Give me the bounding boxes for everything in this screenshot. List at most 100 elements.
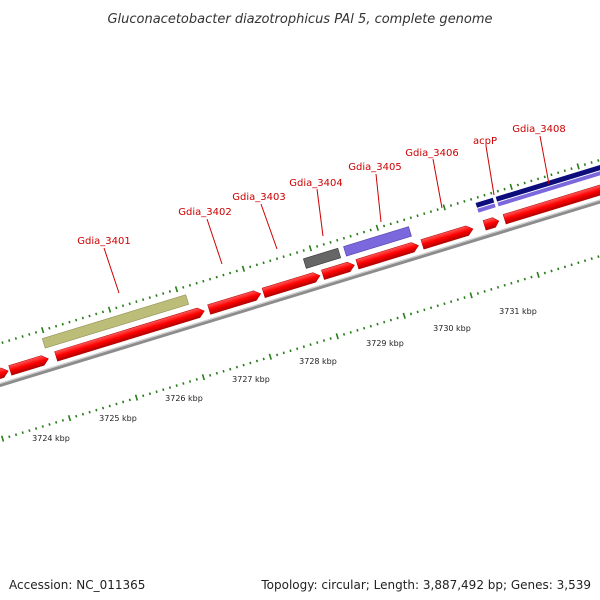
minor-tick	[21, 335, 24, 338]
minor-tick	[81, 316, 84, 320]
minor-tick	[543, 271, 546, 275]
feature-bar-navy-long[interactable]	[495, 161, 600, 202]
minor-tick	[590, 257, 593, 261]
gene-labels: Gdia_3401 Gdia_3402 Gdia_3403 Gdia_3404 …	[77, 124, 565, 247]
minor-tick	[349, 234, 352, 238]
gene-label-gdia-3403[interactable]: Gdia_3403	[232, 192, 285, 203]
minor-tick	[322, 242, 325, 246]
minor-tick	[229, 271, 232, 275]
genome-backbone-highlight	[0, 190, 600, 391]
minor-tick	[249, 265, 252, 269]
minor-tick	[449, 204, 453, 207]
leader-line-gdia-3408	[539, 135, 550, 185]
major-tick	[536, 271, 540, 278]
minor-tick	[316, 245, 319, 248]
minor-tick	[356, 232, 359, 236]
minor-tick	[503, 283, 506, 287]
minor-tick	[115, 306, 118, 310]
minor-tick	[75, 318, 78, 322]
minor-tick	[329, 240, 332, 244]
feature-bars	[41, 161, 600, 349]
minor-tick	[162, 292, 165, 295]
cds-arrow[interactable]	[420, 224, 475, 250]
gene-label-gdia-3408[interactable]: Gdia_3408	[512, 124, 565, 135]
minor-tick	[577, 261, 580, 265]
minor-tick	[162, 388, 165, 392]
minor-tick	[376, 322, 379, 326]
feature-bar-lavender-long[interactable]	[497, 167, 600, 207]
leader-line-gdia-3401	[103, 247, 120, 294]
minor-tick	[530, 179, 533, 183]
major-tick	[241, 265, 246, 272]
minor-tick	[61, 322, 64, 326]
minor-tick	[195, 378, 198, 381]
cds-arrow[interactable]	[482, 216, 500, 231]
gene-label-gdia-3401[interactable]: Gdia_3401	[77, 236, 130, 247]
minor-tick	[34, 427, 38, 430]
minor-tick	[215, 275, 218, 279]
gene-label-gdia-3404[interactable]: Gdia_3404	[289, 178, 342, 189]
minor-tick	[563, 265, 567, 269]
gene-label-gdia-3406[interactable]: Gdia_3406	[405, 148, 458, 159]
minor-tick	[342, 333, 346, 336]
scale-label-3731: 3731 kbp	[499, 307, 537, 316]
minor-tick	[88, 314, 91, 318]
minor-tick	[436, 304, 439, 308]
minor-tick	[262, 261, 265, 265]
minor-tick	[570, 263, 573, 267]
minor-tick	[54, 324, 58, 328]
minor-tick	[336, 238, 339, 242]
minor-tick	[349, 330, 352, 334]
cds-arrow[interactable]	[207, 289, 263, 315]
minor-tick	[382, 224, 386, 228]
leader-lines	[103, 135, 550, 294]
cds-arrow[interactable]	[8, 354, 50, 376]
cds-arrow[interactable]	[355, 241, 420, 270]
cds-arrow[interactable]	[54, 306, 206, 362]
scale-label-3726: 3726 kbp	[165, 394, 203, 403]
minor-tick	[34, 330, 38, 334]
minor-tick	[483, 193, 486, 197]
scale-label-3728: 3728 kbp	[299, 357, 337, 366]
minor-tick	[510, 281, 513, 285]
cds-arrow[interactable]	[0, 366, 10, 382]
minor-tick	[41, 425, 44, 428]
cds-arrow[interactable]	[261, 271, 321, 299]
feature-bar-khaki[interactable]	[41, 294, 190, 349]
feature-bar-lavender-short[interactable]	[477, 203, 496, 213]
minor-tick	[476, 292, 480, 295]
minor-tick	[168, 290, 171, 293]
minor-tick	[282, 351, 285, 355]
minor-tick	[55, 421, 58, 424]
feature-bar-gray[interactable]	[302, 247, 342, 269]
minor-tick	[523, 277, 526, 281]
feature-bar-lavender[interactable]	[343, 226, 412, 257]
gene-label-gdia-3405[interactable]: Gdia_3405	[348, 162, 401, 173]
cds-arrow[interactable]	[502, 181, 600, 225]
gene-label-gdia-3402[interactable]: Gdia_3402	[178, 207, 231, 218]
minor-tick	[48, 423, 51, 426]
minor-tick	[235, 365, 239, 369]
major-tick	[201, 374, 206, 381]
minor-tick	[523, 181, 526, 185]
gene-label-acpp[interactable]: acpP	[473, 136, 497, 147]
minor-tick	[463, 200, 466, 203]
minor-tick	[423, 212, 426, 216]
minor-tick	[557, 171, 560, 175]
minor-tick	[61, 418, 65, 422]
minor-tick	[423, 308, 426, 312]
cds-arrow[interactable]	[321, 260, 355, 280]
feature-bar-navy-short[interactable]	[475, 197, 495, 208]
minor-tick	[115, 402, 118, 406]
major-tick	[268, 353, 272, 360]
scale-labels: 3724 kbp 3725 kbp 3726 kbp 3727 kbp 3728…	[32, 307, 537, 443]
minor-tick	[490, 287, 493, 291]
minor-tick	[450, 300, 453, 304]
major-tick	[67, 415, 72, 422]
minor-tick	[242, 363, 245, 367]
minor-tick	[463, 296, 466, 299]
minor-tick	[202, 279, 205, 283]
leader-line-gdia-3405	[375, 173, 382, 223]
minor-tick	[235, 269, 238, 273]
